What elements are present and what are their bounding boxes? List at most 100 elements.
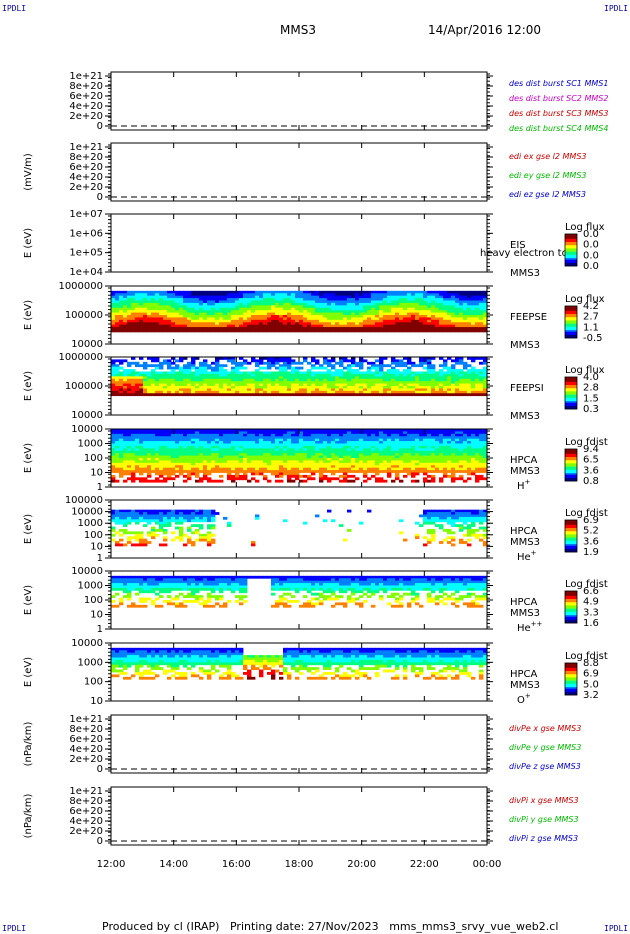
spectrogram-cell (359, 312, 364, 316)
spectrogram-cell (115, 443, 120, 447)
spectrogram-cell (395, 436, 400, 440)
spectrogram-cell (167, 312, 172, 316)
spectrogram-cell (195, 290, 200, 294)
spectrogram-cell (223, 429, 228, 432)
spectrogram-cell (363, 429, 368, 432)
spectrogram-cell (183, 295, 188, 299)
spectrogram-cell (203, 324, 208, 328)
spectrogram-cell (163, 322, 168, 326)
spectrogram-cell (143, 364, 148, 368)
spectrogram-cell (195, 436, 200, 440)
spectrogram-cell (355, 378, 360, 382)
spectrogram-cell (111, 324, 116, 328)
spectrogram-cell (307, 443, 312, 447)
spectrogram-cell (435, 381, 440, 384)
spectrogram-cell (219, 470, 224, 473)
spectrogram-cell (275, 445, 280, 449)
spectrogram-cell (139, 455, 144, 459)
spectrogram-cell (131, 470, 136, 473)
spectrogram-cell (219, 393, 224, 397)
spectrogram-cell (211, 429, 216, 432)
spectrogram-cell (187, 324, 192, 328)
spectrogram-cell (271, 317, 276, 321)
spectrogram-cell (359, 450, 364, 454)
spectrogram-cell (411, 429, 416, 432)
spectrogram-cell (111, 300, 116, 304)
spectrogram-cell (395, 460, 400, 464)
spectrogram-cell (311, 460, 316, 464)
spectrogram-cell (419, 462, 424, 466)
spectrogram-cell (167, 373, 172, 377)
spectrogram-cell (335, 388, 340, 392)
spectrogram-cell (335, 450, 340, 454)
spectrogram-cell (391, 431, 396, 435)
spectrogram-cell (451, 460, 456, 464)
spectrogram-cell (123, 433, 128, 437)
spectrogram-cell (443, 460, 448, 464)
spectrogram-cell (263, 371, 268, 375)
spectrogram-cell (199, 458, 204, 461)
spectrogram-cell (411, 386, 416, 389)
spectrogram-cell (303, 378, 308, 382)
spectrogram-cell (247, 436, 252, 440)
spectrogram-cell (383, 383, 388, 387)
spectrogram-cell (279, 300, 284, 304)
spectrogram-cell (171, 472, 176, 476)
spectrogram-cell (267, 479, 272, 483)
spectrogram-cell (459, 302, 464, 306)
spectrogram-cell (175, 312, 180, 316)
spectrogram-cell (303, 373, 308, 377)
spectrogram-cell (267, 443, 272, 447)
spectrogram-cell (227, 293, 232, 297)
spectrogram-cell (187, 371, 192, 375)
spectrogram-cell (123, 322, 128, 326)
spectrogram-cell (315, 386, 320, 389)
spectrogram-cell (187, 329, 192, 333)
spectrogram-cell (295, 460, 300, 464)
spectrogram-cell (195, 474, 200, 478)
spectrogram-cell (363, 467, 368, 471)
spectrogram-cell (235, 327, 240, 330)
spectrogram-cell (391, 317, 396, 321)
spectrogram-cell (335, 445, 340, 449)
spectrogram-cell (327, 371, 332, 375)
spectrogram-cell (411, 361, 416, 365)
spectrogram-cell (323, 467, 328, 471)
spectrogram-cell (327, 329, 332, 333)
spectrogram-cell (155, 441, 160, 444)
spectrogram-cell (239, 453, 244, 456)
spectrogram-cell (439, 364, 444, 368)
spectrogram-cell (427, 315, 432, 318)
spectrogram-cell (379, 458, 384, 461)
spectrogram-cell (307, 300, 312, 304)
spectrogram-cell (323, 305, 328, 309)
spectrogram-cell (467, 293, 472, 297)
spectrogram-cell (343, 310, 348, 313)
spectrogram-cell (251, 315, 256, 318)
spectrogram-cell (155, 359, 160, 363)
spectrogram-cell (403, 300, 408, 304)
spectrogram-cell (411, 295, 416, 299)
spectrogram-cell (379, 477, 384, 481)
spectrogram-cell (399, 467, 404, 471)
spectrogram-cell (439, 315, 444, 318)
spectrogram-cell (379, 445, 384, 449)
spectrogram-cell (283, 386, 288, 389)
spectrogram-cell (139, 295, 144, 299)
spectrogram-cell (203, 373, 208, 377)
spectrogram-cell (243, 429, 248, 432)
spectrogram-cell (243, 376, 248, 380)
spectrogram-cell (195, 448, 200, 452)
spectrogram-cell (439, 293, 444, 297)
spectrogram-cell (451, 369, 456, 372)
spectrogram-cell (283, 433, 288, 437)
spectrogram-cell (391, 357, 396, 360)
y-tick-label: 8e+20 (69, 152, 103, 163)
spectrogram-cell (123, 462, 128, 466)
spectrogram-cell (467, 307, 472, 311)
spectrogram-cell (115, 462, 120, 466)
spectrogram-cell (403, 436, 408, 440)
spectrogram-cell (459, 298, 464, 301)
spectrogram-cell (219, 371, 224, 375)
spectrogram-cell (415, 436, 420, 440)
